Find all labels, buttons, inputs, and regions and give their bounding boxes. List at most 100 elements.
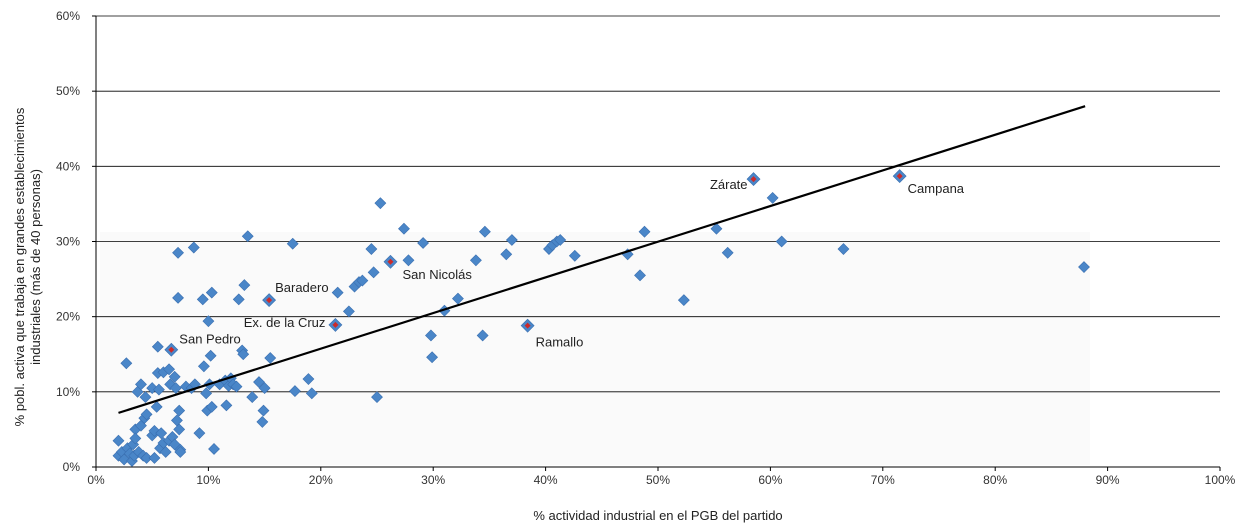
data-point [710,222,723,235]
data-point [131,385,144,398]
x-tick-labels: 0% 10% 20% 30% 40% 50% 60% 70% 80% 90% 100% [87,473,1235,487]
data-point [554,234,567,246]
y-tick-label: 30% [56,235,80,249]
highlighted-point-core [168,346,175,353]
point-label: Baradero [275,280,328,295]
data-point [193,427,206,440]
data-point [205,400,218,413]
data-point [246,391,259,404]
data-point [164,378,177,391]
y-axis-title: % pobl. activa que trabaja en grandes es… [12,107,43,426]
x-tick-label: 30% [421,473,445,487]
data-point [238,279,251,292]
highlighted-point-core [266,297,273,304]
data-point [174,446,187,458]
data-point [112,434,125,447]
y-axis-title-line1: % pobl. activa que trabaja en grandes es… [12,107,27,426]
data-point [196,293,209,306]
data-point [426,351,439,364]
point-label: Ex. de la Cruz [244,315,326,330]
x-tick-label: 80% [983,473,1007,487]
data-point [135,378,147,391]
y-tick-label: 10% [56,385,80,399]
x-axis-title: % actividad industrial en el PGB del par… [533,508,782,523]
y-tick-label: 20% [56,310,80,324]
data-point [398,222,410,235]
point-label: Zárate [710,177,748,192]
data-point [173,404,186,417]
data-point [163,363,175,376]
data-point [159,446,172,458]
data-point [476,329,489,342]
data-point [478,225,491,238]
data-point [172,246,184,259]
point-label: Campana [908,181,965,196]
data-point [305,387,318,400]
data-point [241,230,254,243]
data-point [208,443,220,455]
data-point [264,352,277,364]
data-point [135,419,147,432]
data-point [331,286,344,299]
data-point [374,197,387,210]
highlighted-point-core [750,176,757,183]
data-point [173,423,186,436]
point-labels: Zárate Campana San Nicolás Baradero Ramallo E… [179,177,964,350]
data-point [140,408,153,421]
data-point [187,241,200,254]
data-point [256,415,269,428]
data-point [367,266,380,279]
data-point [132,446,145,458]
x-tick-label: 90% [1096,473,1120,487]
data-point [129,432,142,445]
data-point [155,427,168,440]
data-point [237,348,250,361]
data-points [112,191,1090,467]
y-tick-labels: 0% 10% 20% 30% 40% 50% 60% [56,9,80,474]
x-tick-label: 10% [196,473,220,487]
data-point [148,452,161,464]
data-point [289,385,301,398]
data-point [150,400,163,413]
point-label: San Pedro [179,332,240,347]
trendline [118,105,1086,414]
y-tick-label: 40% [56,159,80,173]
trend-line [118,105,1086,414]
x-tick-label: 100% [1205,473,1236,487]
data-point [402,254,415,267]
data-point [417,237,430,249]
data-point [205,286,218,299]
data-point [202,315,215,328]
data-point [200,387,213,400]
highlighted-point-core [332,321,339,328]
data-point [766,191,779,204]
data-point [365,243,378,255]
data-point [568,249,581,262]
highlighted-point-core [387,258,394,265]
plot-background [100,232,1090,465]
data-point [197,360,210,373]
y-tick-label: 0% [63,460,81,474]
data-point [371,391,383,404]
x-tick-label: 70% [871,473,895,487]
data-point [500,248,513,261]
data-point [118,453,131,466]
x-tick-label: 0% [87,473,105,487]
data-point [286,237,299,250]
highlighted-points [164,169,907,357]
data-point [258,382,271,394]
data-point [220,399,233,412]
data-point [153,383,165,396]
data-point [505,234,518,246]
data-point [257,404,270,417]
x-tick-label: 60% [758,473,782,487]
data-point [172,291,184,304]
data-point [230,380,243,393]
data-point [139,391,152,404]
data-point [677,294,690,307]
y-tick-label: 50% [56,84,80,98]
data-point [188,378,201,391]
point-label: San Nicolás [402,267,472,282]
highlighted-point-core [896,173,903,180]
